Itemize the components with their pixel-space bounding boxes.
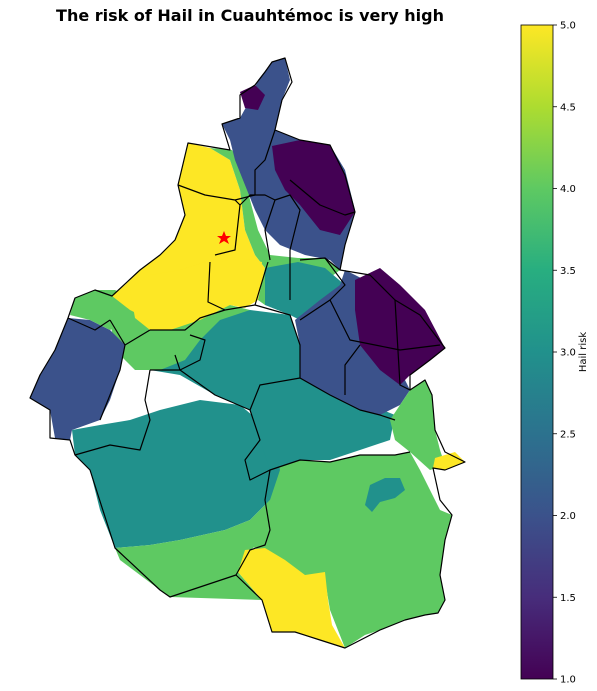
zone-east-tail-risk-4 <box>390 380 445 470</box>
zone-se-patch-risk-3 <box>365 478 405 512</box>
map-title: The risk of Hail in Cuauhtémoc is very h… <box>56 6 444 25</box>
colorbar-tick-label: 2.5 <box>560 429 576 440</box>
colorbar-ticks: 1.0 1.5 2.0 2.5 3.0 3.5 4.0 4.5 5.0 <box>553 21 576 686</box>
zone-south-east-risk-4 <box>250 452 452 648</box>
zone-east-risk-1 <box>355 268 445 385</box>
zone-east-tab-risk-5 <box>433 452 465 470</box>
cuauhtemoc-marker-star <box>217 231 231 244</box>
colorbar-tick-label: 3.5 <box>560 266 576 277</box>
zone-south-west-risk-3 <box>72 400 280 548</box>
hail-risk-map <box>29 57 466 649</box>
colorbar-gradient <box>520 24 554 680</box>
colorbar-tick-label: 4.0 <box>560 184 576 195</box>
zone-west-risk-2 <box>30 318 125 440</box>
colorbar-tick-label: 5.0 <box>560 21 576 32</box>
colorbar-tick-label: 2.0 <box>560 511 576 522</box>
colorbar-tick-label: 1.0 <box>560 675 576 686</box>
zone-south-risk-5 <box>238 548 345 648</box>
zone-center-west-risk-5 <box>130 258 262 330</box>
colorbar-tick-label: 3.0 <box>560 348 576 359</box>
colorbar-label: Hail risk <box>578 332 589 372</box>
borough-borders <box>29 57 466 649</box>
risk-zones <box>30 58 465 648</box>
zone-north-center-risk-3 <box>265 262 345 320</box>
colorbar-tick-label: 1.5 <box>560 593 576 604</box>
city-outline <box>29 57 466 649</box>
colorbar-tick-label: 4.5 <box>560 102 576 113</box>
